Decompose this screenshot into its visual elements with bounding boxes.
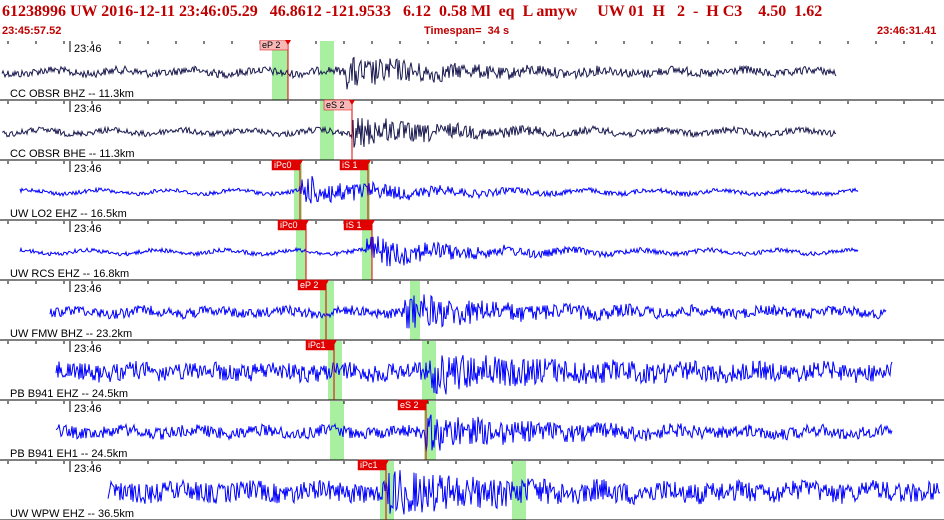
pick-label: iPc0 — [274, 160, 292, 170]
pick-arrow — [323, 280, 329, 285]
station-label: UW LO2 EHZ -- 16.5km — [10, 208, 127, 220]
pick-label: iS 1 — [346, 220, 362, 230]
pick-label: eP 2 — [300, 280, 318, 290]
pick-arrow — [369, 220, 375, 225]
pick-arrow — [349, 100, 355, 105]
pick-arrow — [331, 340, 337, 345]
pick-label: eP 2 — [262, 40, 280, 50]
pick-arrow — [303, 220, 309, 225]
trace-row[interactable]: 23:46 eS 2 PB B941 EH1 -- 24.5km — [0, 399, 944, 461]
pick-window — [410, 281, 420, 340]
start-time: 23:45:57.52 — [2, 25, 62, 37]
trace-row[interactable]: 23:46 eS 2 CC OBSR BHE -- 11.3km — [0, 99, 944, 161]
pick-label: eS 2 — [400, 400, 419, 410]
pick-window — [272, 41, 288, 100]
pick-window — [320, 281, 334, 340]
waveform — [55, 355, 893, 395]
time-label: 23:46 — [74, 43, 102, 55]
waveform — [107, 470, 941, 515]
waveform — [1, 117, 837, 148]
waveform — [49, 294, 887, 329]
trace-row[interactable]: 23:46 eP 2 CC OBSR BHZ -- 11.3km — [0, 40, 944, 101]
pick-label: iPc1 — [308, 340, 326, 350]
pick-window — [512, 461, 526, 520]
waveform — [55, 414, 893, 453]
pick-window — [330, 401, 344, 460]
station-label: UW FMW BHZ -- 23.2km — [10, 328, 132, 340]
pick-arrow — [285, 40, 291, 45]
pick-window — [320, 101, 334, 160]
timespan: Timespan= 34 s — [424, 25, 510, 37]
pick-arrow — [383, 460, 389, 465]
waveform — [1, 56, 837, 90]
trace-row[interactable]: 23:46 iPc0 iS 1 UW RCS EHZ -- 16.8km — [0, 219, 944, 281]
time-label: 23:46 — [74, 163, 102, 175]
event-header: 61238996 UW 2016-12-11 23:46:05.29 46.86… — [0, 0, 944, 40]
event-summary: 61238996 UW 2016-12-11 23:46:05.29 46.86… — [2, 3, 823, 20]
waveform — [19, 175, 859, 204]
seismogram-panel[interactable]: 23:46 eP 2 CC OBSR BHZ -- 11.3km 23:46 eS 2 C… — [0, 40, 944, 520]
trace-row[interactable]: 23:46 iPc1 PB B941 EHZ -- 24.5km — [0, 339, 944, 401]
time-label: 23:46 — [74, 283, 102, 295]
pick-window — [360, 161, 370, 220]
time-label: 23:46 — [74, 103, 102, 115]
station-label: UW WPW EHZ -- 36.5km — [10, 508, 134, 520]
trace-row[interactable]: 23:46 iPc1 UW WPW EHZ -- 36.5km — [0, 459, 944, 520]
trace-row[interactable]: 23:46 eP 2 UW FMW BHZ -- 23.2km — [0, 279, 944, 341]
station-label: CC OBSR BHE -- 11.3km — [10, 148, 135, 160]
pick-arrow — [365, 160, 371, 165]
end-time: 23:46:31.41 — [877, 25, 937, 37]
pick-arrow — [297, 160, 303, 165]
time-label: 23:46 — [74, 223, 102, 235]
pick-window — [362, 221, 372, 280]
pick-label: iPc0 — [280, 220, 298, 230]
pick-label: iPc1 — [360, 460, 378, 470]
time-label: 23:46 — [74, 403, 102, 415]
time-label: 23:46 — [74, 343, 102, 355]
time-label: 23:46 — [74, 463, 102, 475]
pick-label: iS 1 — [342, 160, 358, 170]
station-label: CC OBSR BHZ -- 11.3km — [10, 88, 134, 100]
station-label: PB B941 EH1 -- 24.5km — [10, 448, 127, 460]
trace-row[interactable]: 23:46 iPc0 iS 1 UW LO2 EHZ -- 16.5km — [0, 159, 944, 221]
pick-label: eS 2 — [326, 100, 345, 110]
waveform — [19, 236, 859, 267]
station-label: UW RCS EHZ -- 16.8km — [10, 268, 129, 280]
station-label: PB B941 EHZ -- 24.5km — [10, 388, 128, 400]
pick-window — [320, 41, 334, 100]
pick-arrow — [423, 400, 429, 405]
